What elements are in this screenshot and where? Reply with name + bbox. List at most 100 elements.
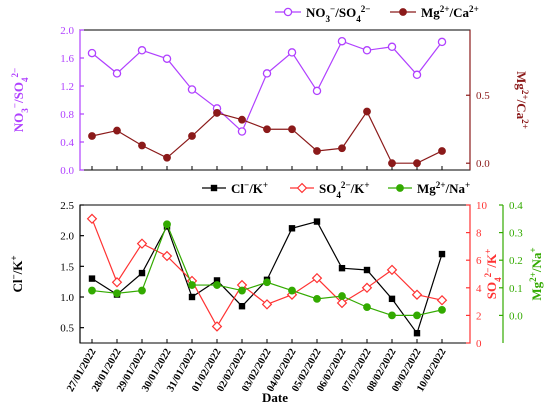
bottom-right-axis-1-label-part: SO	[484, 282, 499, 299]
bottom-series-0-point	[413, 329, 421, 337]
top-legend-label-part: NO	[306, 5, 326, 20]
top-legend-label: Mg2+/Ca2+	[421, 4, 479, 20]
bottom-series-2-point	[138, 286, 146, 295]
top-right-axis-label-part: 2+	[520, 90, 530, 100]
bottom-right-axis-2-tick-label: 0.3	[509, 228, 523, 240]
top-left-axis-label-part: /SO	[11, 82, 26, 104]
top-series-0-point	[362, 46, 372, 55]
bottom-series-2-point	[438, 305, 446, 314]
bottom-legend-label-part: 2+	[436, 180, 446, 190]
bottom-series-0-point	[438, 250, 446, 258]
top-series-0-point	[387, 42, 397, 52]
top-series-0-point	[412, 70, 422, 80]
bottom-legend-label-part: 4	[336, 190, 341, 200]
bottom-left-axis-tick-label: 1.0	[60, 292, 74, 304]
top-left-axis-label: NO3−/SO42−	[10, 68, 30, 132]
bottom-left-axis-tick-label: 2.5	[60, 200, 74, 212]
bottom-legend-label-part: SO	[319, 181, 336, 196]
top-series-1-point	[363, 107, 371, 116]
bottom-legend-swatch-marker	[296, 182, 308, 194]
top-series-1-point	[338, 144, 346, 153]
bottom-right-axis-1-tick-label: 0	[476, 338, 482, 350]
bottom-legend-label-part: Cl	[231, 181, 244, 196]
top-legend-label-part: 3	[326, 14, 331, 24]
bottom-series-1-point	[436, 294, 448, 306]
bottom-plot-frame	[79, 204, 471, 344]
bottom-series-2-point	[313, 294, 321, 303]
top-left-axis-tick-label: 1.6	[60, 53, 74, 65]
bottom-series-1-point	[386, 264, 398, 276]
top-right-axis-tick-label: 0.0	[476, 158, 490, 170]
top-left-axis-label-part: 3	[20, 108, 30, 113]
bottom-series-1-point	[336, 297, 348, 309]
bottom-right-axis-1-tick-label: 4	[476, 283, 482, 295]
bottom-right-axis-1-label-part: /K	[484, 253, 499, 269]
top-series-1-point	[113, 126, 121, 135]
bottom-right-axis-2-label: Mg2+/Na+	[528, 247, 544, 300]
top-series-1-point	[138, 141, 146, 150]
top-right-axis-label-part: 2+	[520, 119, 530, 129]
top-series-1-point	[288, 125, 296, 134]
top-series-0-point	[112, 69, 122, 78]
bottom-series-2-point	[188, 281, 196, 289]
bottom-series-1-point	[211, 321, 223, 332]
top-series-line-1	[91, 110, 443, 164]
bottom-series-1-point	[311, 272, 323, 284]
bottom-legend-label-part: −	[244, 180, 249, 190]
bottom-series-1-point	[86, 213, 98, 225]
top-series-1-point	[413, 159, 421, 168]
bottom-left-axis-tick-label: 2.0	[60, 231, 74, 243]
bottom-series-0-point	[388, 295, 396, 303]
top-series-0-point	[312, 86, 322, 96]
bottom-right-axis-1-label: SO42−/K+	[483, 249, 503, 300]
top-series-1-point	[263, 125, 271, 134]
bottom-right-axis-2-tick-label: 0.1	[509, 283, 523, 295]
top-right-axis-label: Mg2+/Ca2+	[514, 71, 530, 129]
bottom-series-2-point	[263, 278, 271, 287]
top-right-axis-label-part: Mg	[514, 71, 529, 90]
bottom-legend-label: Cl−/K+	[231, 180, 268, 196]
top-legend-swatch-marker	[399, 8, 407, 16]
bottom-legend-label-part: 2−	[341, 180, 351, 190]
bottom-series-2-point	[213, 281, 221, 289]
bottom-legend-label-part: /K	[350, 181, 366, 196]
bottom-series-1-point	[111, 277, 123, 288]
bottom-right-axis-1-tick-label: 8	[476, 228, 482, 240]
bottom-left-axis-label-part: −	[9, 274, 19, 279]
bottom-series-0-point	[188, 293, 196, 301]
top-series-1-point	[238, 115, 246, 124]
bottom-legend-label-part: +	[364, 180, 369, 190]
top-series-0-point	[287, 48, 297, 57]
bottom-right-axis-2-label-part: +	[528, 247, 538, 252]
bottom-series-0-point	[313, 218, 321, 225]
bottom-left-axis-label: Cl−/K+	[9, 255, 25, 292]
top-series-1-point	[388, 159, 396, 168]
top-legend-label-part: 2−	[361, 4, 371, 14]
bottom-left-axis-label-part: +	[9, 255, 19, 260]
bottom-legend-label: Mg2+/Na+	[417, 180, 470, 196]
top-legend-label-part: −	[330, 4, 335, 14]
bottom-series-2-point	[388, 311, 396, 320]
bottom-right-axis-2-tick-label: 0.2	[509, 255, 523, 267]
top-legend-label-part: /SO	[334, 5, 356, 20]
bottom-legend-label-part: +	[465, 180, 470, 190]
bottom-series-2-point	[413, 311, 421, 320]
bottom-legend-swatch-marker	[210, 184, 218, 192]
top-left-axis-tick-label: 0.4	[60, 137, 74, 149]
top-series-1-point	[188, 132, 196, 140]
bottom-left-axis-tick-label: 1.5	[60, 261, 74, 273]
bottom-legend-label-part: +	[263, 180, 268, 190]
top-series-0-point	[187, 85, 197, 94]
top-legend-label-part: Mg	[421, 5, 440, 20]
bottom-right-axis-1-tick-label: 10	[476, 200, 488, 212]
bottom-right-axis-2-tick-label: 0.4	[509, 200, 523, 212]
top-series-1-point	[163, 153, 171, 162]
top-series-0-point	[87, 48, 97, 58]
top-series-0-point	[237, 127, 247, 136]
bottom-series-1-point	[286, 289, 298, 300]
top-left-axis-label-part: −	[10, 103, 20, 108]
bottom-right-axis-2-tick-label: 0.0	[509, 310, 523, 322]
bottom-right-axis-2-label-part: 2+	[528, 272, 538, 282]
top-series-1-point	[88, 132, 96, 140]
